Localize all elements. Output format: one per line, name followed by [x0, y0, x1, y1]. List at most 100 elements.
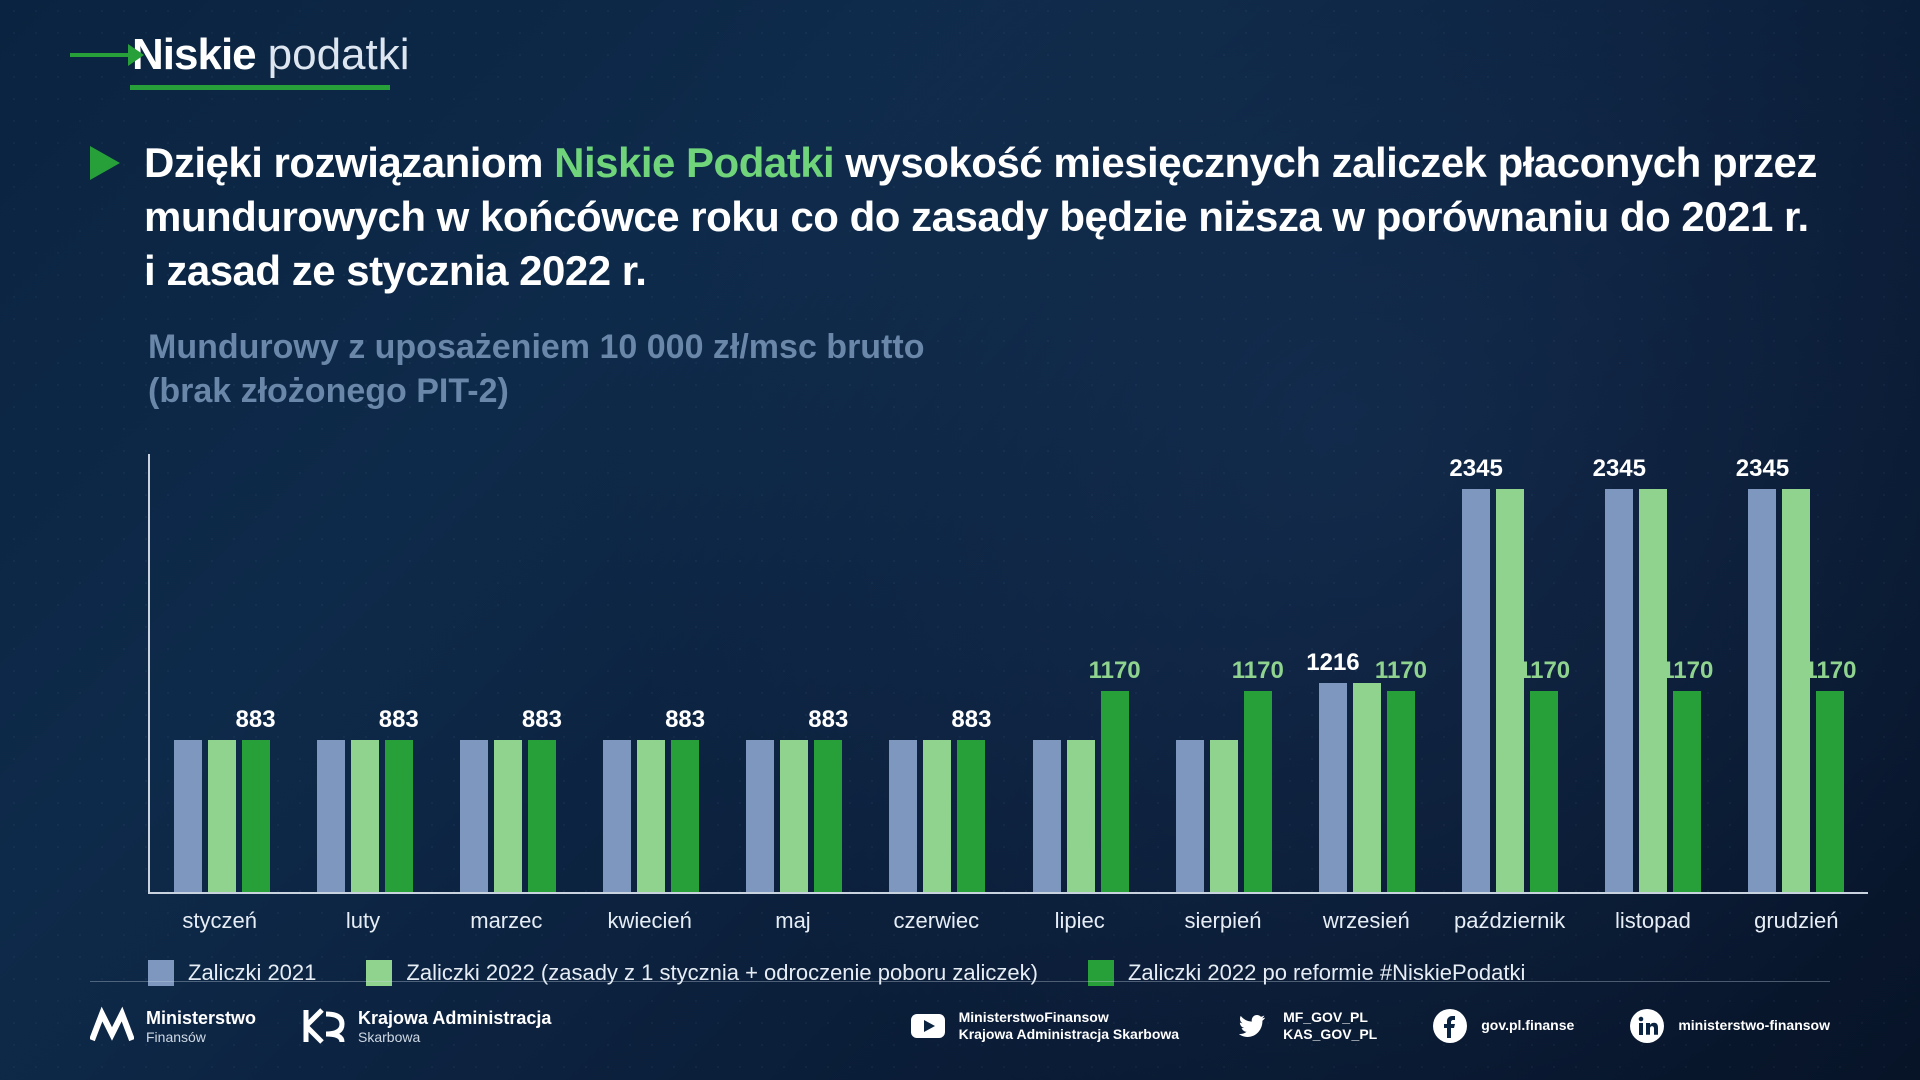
bar-sjan2022: [637, 740, 665, 892]
linkedin-icon: [1630, 1009, 1664, 1043]
bar-sjan2022: [1353, 683, 1381, 892]
bar-value-label: 883: [951, 706, 991, 734]
social-line2: Krajowa Administracja Skarbowa: [959, 1026, 1179, 1044]
org2-sub: Skarbowa: [358, 1029, 551, 1045]
bar-value-label: 883: [522, 706, 562, 734]
brand-arrow-icon: [70, 53, 130, 57]
bar-group: 1170: [1152, 454, 1295, 892]
bar-value-label: 1170: [1518, 657, 1570, 685]
logo-kas: Krajowa Administracja Skarbowa: [302, 1006, 551, 1046]
bar-group: 2345 1170: [1439, 454, 1582, 892]
bar-value-label: 1170: [1804, 657, 1856, 685]
bar-group: 883: [723, 454, 866, 892]
social-line1: MinisterstwoFinansow: [959, 1009, 1179, 1027]
bar-sjan2022: [1782, 489, 1810, 892]
bar-group: 1216 1170: [1295, 454, 1438, 892]
bar-sreform: 883: [957, 740, 985, 892]
bar-group: 2345 1170: [1725, 454, 1868, 892]
bar-group: 883: [150, 454, 293, 892]
bar-s2021: [603, 740, 631, 892]
bar-value-label: 883: [379, 706, 419, 734]
x-axis-label: listopad: [1581, 908, 1724, 934]
bar-s2021: [1176, 740, 1204, 892]
bar-sjan2022: [1639, 489, 1667, 892]
x-axis-label: wrzesień: [1295, 908, 1438, 934]
bar-s2021: [460, 740, 488, 892]
mf-logo-icon: [90, 1006, 134, 1046]
x-axis-label: sierpień: [1151, 908, 1294, 934]
bar-value-label: 1170: [1661, 657, 1713, 685]
social-line2: KAS_GOV_PL: [1283, 1026, 1377, 1044]
bar-group: 883: [866, 454, 1009, 892]
bar-sreform: 1170: [1387, 691, 1415, 892]
bar-value-label: 883: [665, 706, 705, 734]
bar-s2021: [1033, 740, 1061, 892]
x-axis-label: luty: [291, 908, 434, 934]
bar-sreform: 1170: [1816, 691, 1844, 892]
bar-sjan2022: [208, 740, 236, 892]
bar-sjan2022: [1067, 740, 1095, 892]
bar-value-label: 1170: [1375, 657, 1427, 685]
social-line1: gov.pl.finanse: [1481, 1017, 1574, 1035]
bar-sreform: 1170: [1673, 691, 1701, 892]
bar-chart: 883 883 883 883 883 883 1170 1170 1216 1170 2345 11…: [148, 454, 1868, 934]
bar-group: 883: [436, 454, 579, 892]
subhead-line2: (brak złożonego PIT-2): [148, 369, 1830, 413]
bar-sjan2022: [351, 740, 379, 892]
org2-name: Krajowa Administracja: [358, 1008, 551, 1029]
x-axis-label: czerwiec: [865, 908, 1008, 934]
bar-value-label: 2345: [1736, 455, 1789, 483]
subheadline: Mundurowy z uposażeniem 10 000 zł/msc br…: [148, 325, 1830, 413]
bar-sjan2022: [923, 740, 951, 892]
x-axis-label: marzec: [435, 908, 578, 934]
bar-s2021: 2345: [1605, 489, 1633, 892]
headline: Dzięki rozwiązaniom Niskie Podatki wysok…: [144, 136, 1830, 297]
x-axis-label: grudzień: [1725, 908, 1868, 934]
bar-value-label: 883: [808, 706, 848, 734]
bar-value-label: 1216: [1306, 649, 1359, 677]
bar-sreform: 883: [385, 740, 413, 892]
bar-sreform: 883: [814, 740, 842, 892]
brand-word-light: podatki: [268, 30, 410, 80]
bar-sreform: 883: [242, 740, 270, 892]
headline-pre: Dzięki rozwiązaniom: [144, 139, 554, 186]
bar-s2021: [889, 740, 917, 892]
bar-sreform: 1170: [1244, 691, 1272, 892]
bar-sreform: 883: [671, 740, 699, 892]
social-twitter[interactable]: MF_GOV_PLKAS_GOV_PL: [1235, 1009, 1377, 1044]
brand-lockup: Niskie podatki: [70, 30, 1830, 80]
bar-value-label: 1170: [1232, 657, 1284, 685]
play-bullet-icon: [90, 146, 120, 297]
bar-group: 1170: [1009, 454, 1152, 892]
bar-s2021: 1216: [1319, 683, 1347, 892]
logo-ministerstwo-finansow: Ministerstwo Finansów: [90, 1006, 256, 1046]
bar-s2021: [317, 740, 345, 892]
bar-s2021: 2345: [1462, 489, 1490, 892]
bar-group: 883: [293, 454, 436, 892]
social-linkedin[interactable]: ministerstwo-finansow: [1630, 1009, 1830, 1043]
bar-group: 2345 1170: [1582, 454, 1725, 892]
bar-sreform: 1170: [1530, 691, 1558, 892]
social-youtube[interactable]: MinisterstwoFinansowKrajowa Administracj…: [911, 1009, 1179, 1044]
subhead-line1: Mundurowy z uposażeniem 10 000 zł/msc br…: [148, 325, 1830, 369]
social-facebook[interactable]: gov.pl.finanse: [1433, 1009, 1574, 1043]
bar-group: 883: [580, 454, 723, 892]
bar-value-label: 883: [236, 706, 276, 734]
bar-sjan2022: [780, 740, 808, 892]
brand-word-bold: Niskie: [132, 30, 256, 80]
bar-sjan2022: [1210, 740, 1238, 892]
bar-sreform: 1170: [1101, 691, 1129, 892]
x-axis-label: kwiecień: [578, 908, 721, 934]
twitter-icon: [1235, 1009, 1269, 1043]
x-axis-label: lipiec: [1008, 908, 1151, 934]
x-axis-label: styczeń: [148, 908, 291, 934]
facebook-icon: [1433, 1009, 1467, 1043]
bar-s2021: [174, 740, 202, 892]
youtube-icon: [911, 1009, 945, 1043]
bar-sjan2022: [494, 740, 522, 892]
bar-s2021: 2345: [1748, 489, 1776, 892]
x-axis-label: maj: [721, 908, 864, 934]
footer-divider: [90, 981, 1830, 982]
bar-sjan2022: [1496, 489, 1524, 892]
bar-value-label: 1170: [1089, 657, 1141, 685]
